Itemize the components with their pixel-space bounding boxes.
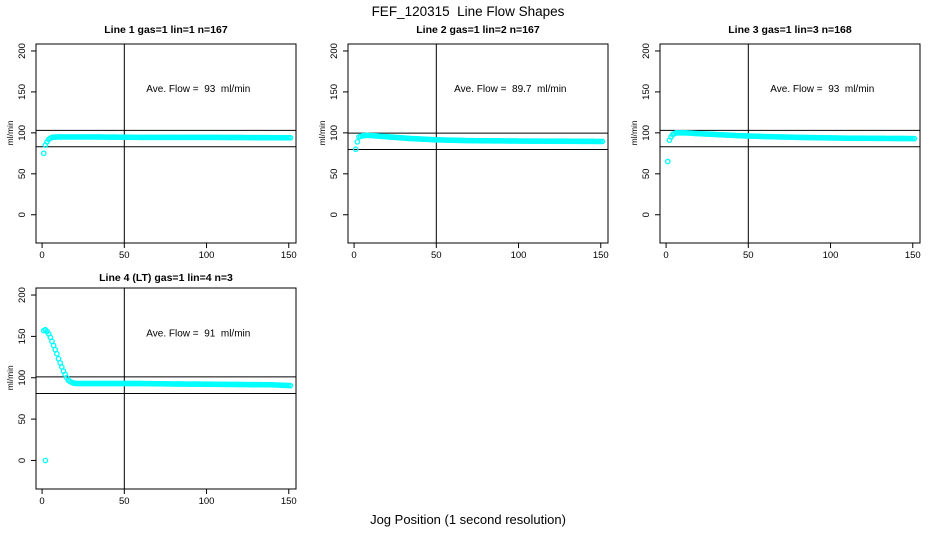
- ave-flow-annotation: Ave. Flow = 89.7 ml/min: [454, 84, 566, 95]
- x-tick-label: 150: [593, 250, 609, 261]
- flow-data-points: [40, 134, 294, 157]
- x-tick-label: 150: [281, 250, 297, 261]
- plot-box: [35, 287, 297, 490]
- data-point: [287, 134, 294, 141]
- y-tick-label: 50: [17, 169, 28, 180]
- y-tick-label: 200: [641, 43, 652, 59]
- x-tick-label: 0: [351, 250, 356, 261]
- y-tick-label: 100: [329, 125, 340, 141]
- y-axis-label: ml/min: [5, 120, 15, 145]
- flow-data-points: [40, 326, 294, 464]
- x-tick-label: 50: [743, 250, 754, 261]
- x-tick-label: 150: [905, 250, 921, 261]
- y-tick-label: 0: [17, 458, 28, 463]
- y-tick-label: 50: [641, 169, 652, 180]
- y-tick-label: 200: [17, 43, 28, 59]
- outlier-point: [42, 457, 49, 464]
- x-axis-label: Jog Position (1 second resolution): [370, 512, 566, 527]
- outlier-point: [352, 146, 359, 153]
- x-tick-label: 100: [511, 250, 527, 261]
- plot-box: [35, 43, 297, 244]
- data-point: [911, 135, 918, 142]
- y-tick-label: 150: [641, 84, 652, 100]
- data-point: [354, 139, 361, 145]
- y-tick-label: 200: [17, 287, 28, 303]
- data-point: [54, 350, 60, 357]
- y-tick-label: 50: [17, 414, 28, 425]
- y-axis-label: ml/min: [5, 365, 15, 390]
- y-tick-label: 100: [17, 125, 28, 141]
- panel-line-4: Line 4 (LT) gas=1 lin=4 n=3 0 50 100 150 0 50 1…: [5, 272, 297, 507]
- y-tick-label: 200: [329, 43, 340, 59]
- y-tick-label: 150: [17, 328, 28, 344]
- ave-flow-annotation: Ave. Flow = 93 ml/min: [146, 84, 250, 95]
- plot-box: [347, 43, 609, 244]
- y-tick-label: 0: [329, 212, 340, 217]
- flow-data-points: [664, 130, 918, 165]
- panel-title: Line 4 (LT) gas=1 lin=4 n=3: [99, 272, 233, 284]
- y-tick-label: 100: [17, 370, 28, 386]
- panel-title: Line 1 gas=1 lin=1 n=167: [104, 24, 228, 36]
- x-tick-label: 50: [431, 250, 442, 261]
- ave-flow-annotation: Ave. Flow = 93 ml/min: [770, 84, 874, 95]
- main-title: FEF_120315 Line Flow Shapes: [371, 4, 565, 19]
- data-point: [287, 382, 294, 389]
- y-tick-label: 0: [17, 212, 28, 217]
- y-tick-label: 0: [641, 212, 652, 217]
- y-tick-label: 100: [641, 125, 652, 141]
- panel-line-3: Line 3 gas=1 lin=3 n=168 0 50 100 150 0 50 100 1…: [629, 24, 921, 261]
- x-tick-label: 50: [119, 250, 130, 261]
- x-tick-label: 0: [39, 250, 44, 261]
- y-tick-label: 150: [329, 84, 340, 100]
- panel-line-2: Line 2 gas=1 lin=2 n=167 0 50 100 150 0 50 100 1…: [317, 24, 609, 261]
- outlier-point: [40, 150, 47, 157]
- y-tick-label: 150: [17, 84, 28, 100]
- flow-data-points: [352, 132, 606, 153]
- ave-flow-annotation: Ave. Flow = 91 ml/min: [146, 328, 250, 339]
- y-axis-label: ml/min: [317, 120, 327, 145]
- x-tick-label: 100: [199, 250, 215, 261]
- x-tick-label: 50: [119, 496, 130, 507]
- x-tick-label: 150: [281, 496, 297, 507]
- panel-title: Line 2 gas=1 lin=2 n=167: [416, 24, 540, 36]
- outlier-point: [664, 158, 671, 165]
- x-tick-label: 0: [39, 496, 44, 507]
- y-axis-label: ml/min: [629, 120, 639, 145]
- panel-title: Line 3 gas=1 lin=3 n=168: [728, 24, 852, 36]
- plot-box: [659, 43, 921, 244]
- x-tick-label: 100: [823, 250, 839, 261]
- y-tick-label: 50: [329, 169, 340, 180]
- panel-line-1: Line 1 gas=1 lin=1 n=167 0 50 100 150 0 50 100 1…: [5, 24, 297, 261]
- x-tick-label: 100: [199, 496, 215, 507]
- x-tick-label: 0: [663, 250, 668, 261]
- data-point: [599, 138, 606, 145]
